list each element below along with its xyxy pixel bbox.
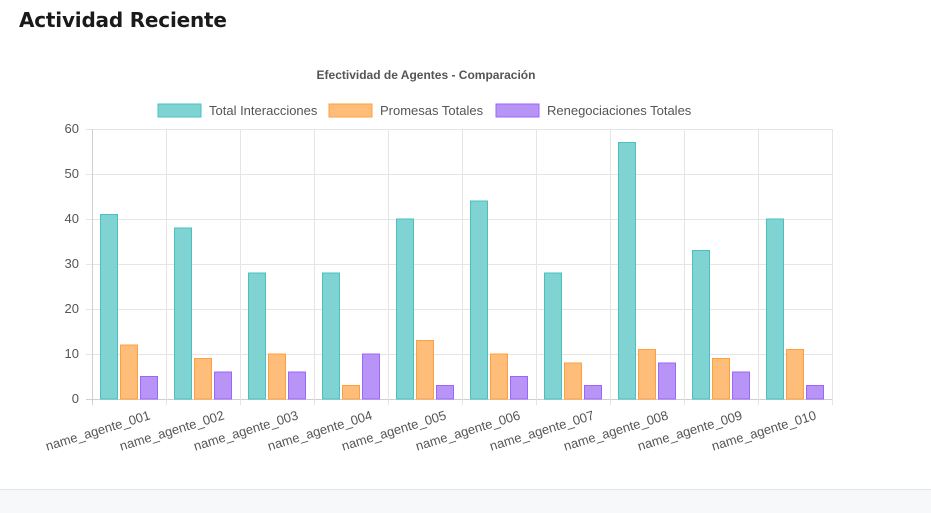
bar-s1-c8[interactable] (618, 142, 636, 400)
y-tick-label-0: 0 (72, 391, 79, 406)
page-title: Actividad Reciente (19, 8, 227, 32)
bar-s3-c1[interactable] (140, 376, 158, 400)
bar-chart: Efectividad de Agentes - Comparación Tot… (44, 68, 833, 454)
bar-s3-c2[interactable] (214, 371, 232, 400)
chart-container: Efectividad de Agentes - Comparación Tot… (0, 55, 931, 485)
legend-swatch-3[interactable] (495, 103, 540, 118)
chart-bars (100, 142, 824, 400)
bar-s3-c7[interactable] (584, 385, 602, 400)
bar-s1-c7[interactable] (544, 272, 562, 400)
chart-title: Efectividad de Agentes - Comparación (317, 68, 536, 82)
y-tick-label-5: 50 (65, 166, 79, 181)
legend-label-2[interactable]: Promesas Totales (380, 103, 484, 118)
bar-s2-c8[interactable] (638, 349, 656, 400)
bar-s1-c3[interactable] (248, 272, 266, 400)
x-axis: name_agente_001name_agente_002name_agent… (44, 408, 818, 454)
chart-legend: Total Interacciones Promesas Totales Reneg… (157, 103, 692, 118)
bar-s2-c3[interactable] (268, 353, 286, 400)
legend-label-3[interactable]: Renegociaciones Totales (547, 103, 692, 118)
legend-swatch-1[interactable] (157, 103, 202, 118)
bar-s3-c9[interactable] (732, 371, 750, 400)
bar-s2-c1[interactable] (120, 344, 138, 400)
bar-s3-c3[interactable] (288, 371, 306, 400)
bar-s3-c10[interactable] (806, 385, 824, 400)
bar-s2-c9[interactable] (712, 358, 730, 400)
bar-s1-c2[interactable] (174, 227, 192, 400)
bar-s2-c4[interactable] (342, 385, 360, 400)
bar-s2-c5[interactable] (416, 340, 434, 400)
bar-s1-c5[interactable] (396, 218, 414, 400)
chart-grid (86, 129, 833, 405)
footer-bar (0, 489, 931, 513)
y-tick-label-3: 30 (65, 256, 79, 271)
bar-s1-c9[interactable] (692, 250, 710, 400)
legend-label-1[interactable]: Total Interacciones (209, 103, 318, 118)
bar-s3-c6[interactable] (510, 376, 528, 400)
bar-s2-c2[interactable] (194, 358, 212, 400)
bar-s1-c1[interactable] (100, 214, 118, 400)
y-tick-label-1: 10 (65, 346, 79, 361)
bar-s2-c10[interactable] (786, 349, 804, 400)
y-tick-label-4: 40 (65, 211, 79, 226)
bar-s1-c10[interactable] (766, 218, 784, 400)
bar-s1-c6[interactable] (470, 200, 488, 400)
bar-s2-c7[interactable] (564, 362, 582, 400)
bar-s2-c6[interactable] (490, 353, 508, 400)
legend-swatch-2[interactable] (328, 103, 373, 118)
y-tick-label-6: 60 (65, 121, 79, 136)
bar-s3-c8[interactable] (658, 362, 676, 400)
y-tick-label-2: 20 (65, 301, 79, 316)
bar-s3-c4[interactable] (362, 353, 380, 400)
bar-s3-c5[interactable] (436, 385, 454, 400)
bar-s1-c4[interactable] (322, 272, 340, 400)
y-axis: 0 10 20 30 40 50 60 (65, 121, 79, 406)
